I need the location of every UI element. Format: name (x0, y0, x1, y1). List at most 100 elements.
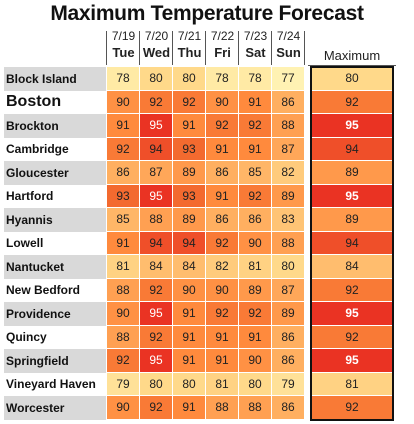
temperature-cell: 80 (140, 67, 173, 91)
temperature-cell: 93 (173, 184, 206, 208)
temperature-cell: 78 (206, 67, 239, 91)
temperature-cell: 90 (239, 349, 272, 373)
temperature-cell: 86 (107, 161, 140, 185)
maximum-header-rule (308, 65, 396, 66)
temperature-cell: 91 (206, 325, 239, 349)
temperature-cell: 89 (173, 208, 206, 232)
temperature-cell: 92 (173, 90, 206, 114)
temperature-cell: 90 (173, 278, 206, 302)
temperature-cell: 87 (140, 161, 173, 185)
temperature-cell: 95 (140, 302, 173, 326)
temperature-cell: 89 (272, 184, 305, 208)
temperature-cell: 87 (272, 137, 305, 161)
temperature-cell: 92 (107, 137, 140, 161)
temperature-cell: 86 (206, 208, 239, 232)
chart-title: Maximum Temperature Forecast (50, 2, 364, 25)
maximum-cell: 94 (312, 137, 392, 161)
temperature-cell: 91 (173, 396, 206, 420)
temperature-cell: 86 (239, 208, 272, 232)
date-header: 7/23 (243, 29, 268, 43)
temperature-cell: 81 (206, 372, 239, 396)
date-header: 7/21 (177, 29, 202, 43)
temperature-cell: 85 (239, 161, 272, 185)
temperature-cell: 88 (239, 396, 272, 420)
temperature-cell: 79 (107, 372, 140, 396)
temperature-cell: 86 (272, 396, 305, 420)
date-header: 7/19 (111, 29, 136, 43)
temperature-cell: 93 (107, 184, 140, 208)
temperature-cell: 81 (239, 255, 272, 279)
temperature-cell: 77 (272, 67, 305, 91)
temperature-cell: 92 (140, 396, 173, 420)
temperature-cell: 81 (107, 255, 140, 279)
city-label: Worcester (4, 396, 106, 420)
temperature-cell: 87 (272, 278, 305, 302)
temperature-cell: 80 (272, 255, 305, 279)
temperature-cell: 78 (239, 67, 272, 91)
temperature-cell: 88 (272, 114, 305, 138)
day-header: Sat (245, 45, 266, 60)
temperature-cell: 92 (107, 349, 140, 373)
temperature-cell: 92 (239, 302, 272, 326)
column-separator (304, 31, 305, 65)
temperature-cell: 84 (140, 255, 173, 279)
temperature-cell: 92 (140, 278, 173, 302)
temperature-cell: 93 (173, 137, 206, 161)
temperature-cell: 94 (140, 137, 173, 161)
city-label: Quincy (4, 325, 106, 349)
city-label: Boston (4, 90, 106, 114)
city-label: Nantucket (4, 255, 106, 279)
city-label: Gloucester (4, 161, 106, 185)
temperature-cell: 95 (140, 184, 173, 208)
temperature-cell: 92 (140, 325, 173, 349)
temperature-cell: 91 (239, 90, 272, 114)
column-separator (172, 31, 173, 65)
temperature-cell: 80 (140, 372, 173, 396)
day-header: Fri (214, 45, 231, 60)
temperature-cell: 82 (272, 161, 305, 185)
day-header: Sun (276, 45, 301, 60)
temperature-cell: 86 (272, 90, 305, 114)
date-header: 7/22 (210, 29, 235, 43)
city-label: Providence (4, 302, 106, 326)
maximum-cell: 89 (312, 161, 392, 185)
day-header: Wed (142, 45, 171, 60)
temperature-cell: 88 (272, 231, 305, 255)
date-header: 7/24 (276, 29, 301, 43)
temperature-cell: 80 (173, 67, 206, 91)
city-label: Vineyard Haven (4, 372, 106, 396)
maximum-cell: 95 (312, 184, 392, 208)
temperature-cell: 91 (206, 137, 239, 161)
temperature-cell: 84 (173, 255, 206, 279)
maximum-cell: 89 (312, 208, 392, 232)
column-separator (238, 31, 239, 65)
temperature-cell: 90 (107, 302, 140, 326)
temperature-cell: 89 (272, 302, 305, 326)
column-separator (139, 31, 140, 65)
temperature-cell: 90 (239, 231, 272, 255)
temperature-cell: 85 (107, 208, 140, 232)
city-label: Hartford (4, 184, 106, 208)
maximum-cell: 81 (312, 372, 392, 396)
temperature-cell: 88 (140, 208, 173, 232)
temperature-cell: 86 (272, 325, 305, 349)
temperature-cell: 86 (206, 161, 239, 185)
maximum-cell: 95 (312, 302, 392, 326)
temperature-cell: 92 (239, 184, 272, 208)
temperature-cell: 88 (206, 396, 239, 420)
maximum-cell: 92 (312, 278, 392, 302)
temperature-cell: 78 (107, 67, 140, 91)
temperature-cell: 90 (107, 90, 140, 114)
city-label: Cambridge (4, 137, 106, 161)
maximum-header: Maximum (323, 48, 381, 63)
column-separator (106, 31, 107, 65)
temperature-cell: 89 (239, 278, 272, 302)
temperature-cell: 90 (206, 90, 239, 114)
temperature-cell: 79 (272, 372, 305, 396)
temperature-cell: 92 (206, 231, 239, 255)
temperature-cell: 91 (239, 325, 272, 349)
maximum-cell: 92 (312, 396, 392, 420)
city-label: Brockton (4, 114, 106, 138)
column-separator (205, 31, 206, 65)
temperature-cell: 83 (272, 208, 305, 232)
